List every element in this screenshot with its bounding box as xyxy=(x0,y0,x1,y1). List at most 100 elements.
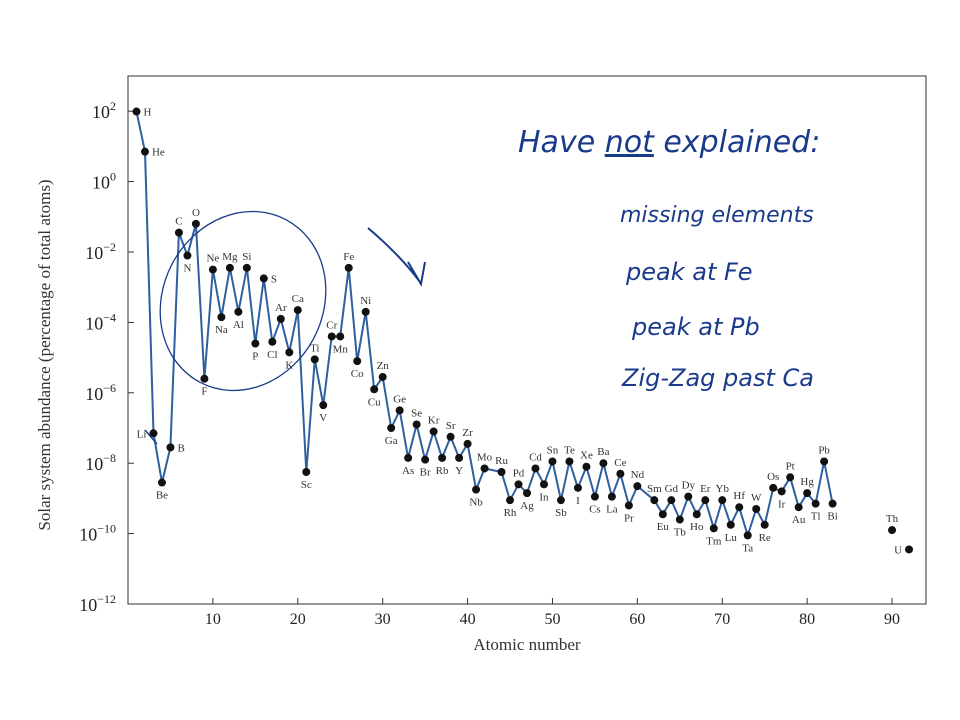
element-label-Rh: Rh xyxy=(504,507,517,519)
element-label-Os: Os xyxy=(767,471,779,483)
data-point-Pr xyxy=(624,501,633,510)
data-point-Th xyxy=(888,526,897,535)
data-point-In xyxy=(539,480,548,489)
data-point-Br xyxy=(421,455,430,464)
element-label-Ni: Ni xyxy=(360,295,371,307)
handwritten-notes: Have not explained: missing elements pea… xyxy=(518,125,820,392)
data-point-Sc xyxy=(302,468,311,476)
element-label-Ce: Ce xyxy=(614,457,626,469)
element-label-Tl: Tl xyxy=(811,511,821,523)
element-label-Zn: Zn xyxy=(377,360,390,372)
x-axis-label: Atomic number xyxy=(473,635,581,654)
data-point-Xe xyxy=(582,462,591,471)
element-label-Ag: Ag xyxy=(520,500,534,512)
x-axis-ticks: 10 20 30 40 50 60 70 80 90 xyxy=(205,598,900,628)
data-point-Hf xyxy=(735,503,744,512)
element-label-Cl: Cl xyxy=(267,349,277,361)
element-label-Yb: Yb xyxy=(716,483,730,495)
element-label-Cd: Cd xyxy=(529,451,542,463)
element-label-Pt: Pt xyxy=(786,460,795,472)
data-point-N xyxy=(183,251,192,260)
element-label-Cu: Cu xyxy=(368,396,381,408)
data-point-Dy xyxy=(684,492,693,501)
element-label-W: W xyxy=(751,492,762,504)
data-point-O xyxy=(191,219,200,228)
data-point-Os xyxy=(769,483,778,492)
data-point-Ti xyxy=(310,355,319,364)
element-label-P: P xyxy=(252,351,258,363)
y-tick-label: 10−4 xyxy=(85,310,116,333)
data-point-Lu xyxy=(726,520,735,529)
element-label-Dy: Dy xyxy=(682,480,696,492)
data-point-Y xyxy=(455,453,464,462)
element-label-Br: Br xyxy=(420,467,431,479)
x-tick-label: 60 xyxy=(629,611,645,628)
element-label-Nd: Nd xyxy=(631,469,645,481)
data-point-Ag xyxy=(523,489,531,498)
data-point-Rh xyxy=(506,496,515,505)
element-label-Au: Au xyxy=(792,514,806,526)
element-label-I: I xyxy=(576,495,580,507)
element-labels: H He Li Be B C N O F Ne Na Mg Al Si P S Cl Ar K Ca Sc Ti V Cr Mn… xyxy=(137,107,902,557)
data-point-As xyxy=(404,453,413,462)
element-label-Pr: Pr xyxy=(624,512,634,524)
element-label-H: H xyxy=(143,107,151,119)
element-label-Nb: Nb xyxy=(469,497,483,509)
element-label-Ca: Ca xyxy=(292,293,304,305)
data-point-K xyxy=(285,348,294,357)
data-point-Eu xyxy=(658,510,667,519)
note-heading-emph: not xyxy=(605,125,655,160)
element-label-Al: Al xyxy=(233,319,244,331)
data-point-U xyxy=(905,545,914,554)
element-label-Kr: Kr xyxy=(428,415,440,427)
x-tick-label: 10 xyxy=(205,611,221,628)
data-point-B xyxy=(166,443,175,452)
data-point-Pt xyxy=(786,473,795,482)
note-heading-post: explained: xyxy=(654,125,820,160)
element-label-Ir: Ir xyxy=(778,498,786,510)
data-point-Ge xyxy=(395,406,404,415)
element-label-Ho: Ho xyxy=(690,521,704,533)
data-point-Si xyxy=(242,263,251,272)
data-point-He xyxy=(140,147,149,156)
data-point-I xyxy=(573,483,582,492)
element-label-Fe: Fe xyxy=(343,251,354,263)
data-point-Sm xyxy=(650,496,659,505)
y-axis-label: Solar system abundance (percentage of to… xyxy=(35,179,54,530)
data-point-Cl xyxy=(268,337,277,346)
y-tick-label: 10−10 xyxy=(79,522,116,545)
data-point-P xyxy=(251,339,260,348)
element-label-Mo: Mo xyxy=(477,451,493,463)
data-point-Pd xyxy=(514,480,523,489)
element-label-Tb: Tb xyxy=(674,527,687,539)
element-label-Li: Li xyxy=(137,428,147,440)
data-point-Tb xyxy=(675,515,684,524)
element-label-Mg: Mg xyxy=(222,251,238,263)
data-point-La xyxy=(607,492,616,501)
note-item: peak at Fe xyxy=(625,258,753,286)
data-point-Sb xyxy=(556,496,565,505)
data-point-Nd xyxy=(633,482,642,491)
data-point-Tm xyxy=(709,524,718,533)
data-point-Ne xyxy=(208,265,217,274)
data-point-W xyxy=(752,504,761,513)
element-label-Zr: Zr xyxy=(462,427,473,439)
data-point-Cd xyxy=(531,464,540,473)
element-label-Gd: Gd xyxy=(665,483,679,495)
data-point-Mo xyxy=(480,464,489,473)
element-label-Cr: Cr xyxy=(326,319,337,331)
note-heading-pre: Have xyxy=(518,125,605,160)
data-point-Ru xyxy=(497,468,506,476)
note-heading: Have not explained: xyxy=(518,125,820,160)
element-label-Mn: Mn xyxy=(333,343,349,355)
data-point-Bi xyxy=(828,499,837,508)
data-point-Re xyxy=(760,520,769,529)
data-point-Ca xyxy=(293,306,302,315)
data-point-Nb xyxy=(472,485,481,494)
plot-frame xyxy=(127,75,927,605)
element-label-Na: Na xyxy=(215,324,228,336)
y-tick-label: 102 xyxy=(92,99,116,122)
decline-arrow-mark xyxy=(367,227,426,287)
circled-region-mark xyxy=(159,210,327,392)
element-label-Hg: Hg xyxy=(800,476,814,488)
